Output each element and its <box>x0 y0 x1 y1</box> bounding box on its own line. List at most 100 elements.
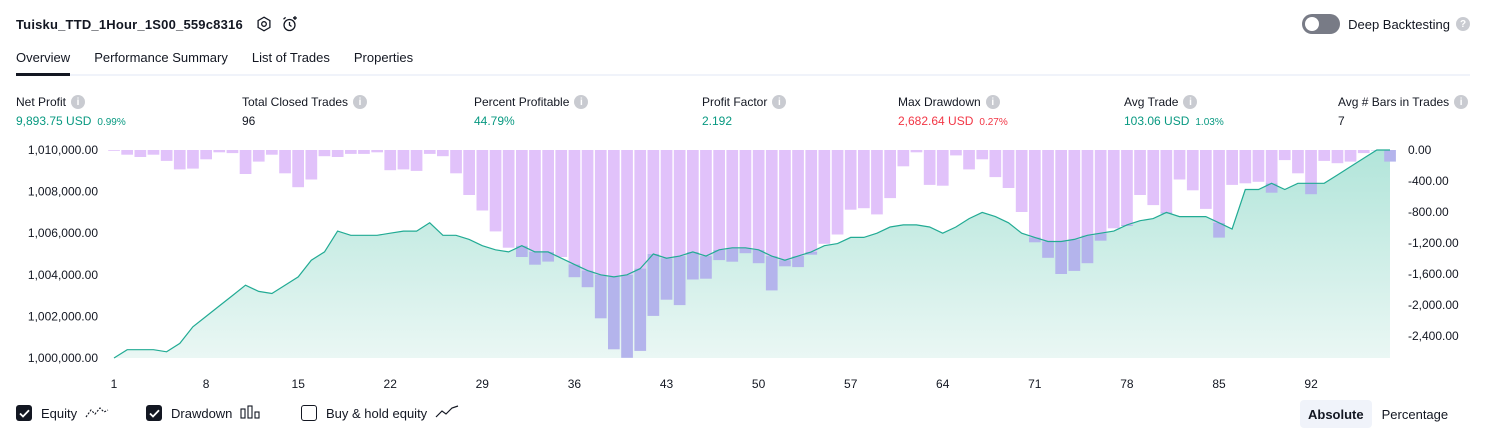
x-axis-tick: 29 <box>476 377 490 391</box>
drawdown-bar-overlap <box>1029 237 1041 243</box>
legend-drawdown[interactable]: Drawdown <box>146 402 262 424</box>
absolute-button[interactable]: Absolute <box>1300 400 1372 428</box>
drawdown-bar <box>1173 150 1186 180</box>
right-axis-tick: -1,600.00 <box>1408 267 1459 281</box>
drawdown-bar <box>318 150 331 157</box>
drawdown-bar <box>1094 150 1107 234</box>
tab-overview[interactable]: Overview <box>16 44 71 76</box>
info-icon[interactable]: i <box>985 95 1000 109</box>
drawdown-bar <box>608 150 620 277</box>
info-icon[interactable]: i <box>772 95 787 109</box>
metric-label: Total Closed Trades <box>242 95 349 109</box>
metric-percent: 1.03% <box>1195 117 1224 128</box>
scale-toggle: Absolute Percentage <box>1300 400 1456 428</box>
drawdown-bar <box>923 150 936 185</box>
x-axis-tick: 22 <box>384 377 398 391</box>
drawdown-bar <box>713 150 725 250</box>
tab-list-of-trades[interactable]: List of Trades <box>251 50 330 65</box>
drawdown-checkbox[interactable] <box>146 405 162 421</box>
legend-equity[interactable]: Equity <box>16 402 109 424</box>
drawdown-bar <box>187 150 199 169</box>
left-axis-tick: 1,000,000.00 <box>28 351 98 365</box>
drawdown-bar <box>1357 150 1370 154</box>
right-axis-tick: -400.00 <box>1408 174 1449 188</box>
x-axis-tick: 57 <box>844 377 858 391</box>
drawdown-bar <box>936 150 949 186</box>
drawdown-bar <box>1029 150 1041 238</box>
drawdown-bar <box>331 150 344 157</box>
metric-value: 9,893.75 USD <box>16 114 92 128</box>
drawdown-bar-overlap <box>1094 233 1107 241</box>
metric-percent-profitable: Percent Profitable i 44.79% <box>474 94 589 128</box>
metric-total-closed-trades: Total Closed Trades i 96 <box>242 94 368 128</box>
drawdown-bar <box>1160 150 1173 213</box>
drawdown-bar <box>437 150 449 157</box>
drawdown-bar <box>423 150 436 154</box>
drawdown-bar <box>305 150 318 180</box>
add-alert-icon[interactable] <box>279 13 301 35</box>
x-axis-tick: 43 <box>660 377 674 391</box>
drawdown-label: Drawdown <box>171 405 233 421</box>
strategy-title[interactable]: Tuisku_TTD_1Hour_1S00_559c8316 <box>16 16 243 32</box>
left-axis-tick: 1,004,000.00 <box>28 268 98 282</box>
drawdown-bar <box>1331 150 1344 164</box>
drawdown-bar <box>634 150 647 269</box>
buy-hold-line-icon <box>435 404 459 422</box>
x-axis-tick: 36 <box>568 377 582 391</box>
drawdown-bar <box>1292 150 1304 174</box>
drawdown-bar-overlap <box>647 254 660 316</box>
legend-buy-hold[interactable]: Buy & hold equity <box>301 402 459 424</box>
drawdown-bar-overlap <box>713 249 725 261</box>
drawdown-bar <box>397 150 410 170</box>
drawdown-bar <box>345 150 357 154</box>
drawdown-bar-overlap <box>779 260 791 267</box>
info-icon[interactable]: i <box>1454 95 1469 109</box>
drawdown-bar <box>581 150 594 271</box>
drawdown-bar <box>963 150 975 170</box>
equity-area <box>114 150 1390 358</box>
metric-value: 2,682.64 USD <box>898 114 974 128</box>
info-icon[interactable]: i <box>1183 95 1198 109</box>
equity-label: Equity <box>41 405 78 421</box>
drawdown-bar <box>621 150 633 275</box>
drawdown-bar <box>134 150 147 157</box>
settings-icon[interactable] <box>253 13 275 35</box>
drawdown-bar <box>108 150 120 151</box>
drawdown-bar <box>1134 150 1146 195</box>
info-icon[interactable]: i <box>353 95 368 109</box>
drawdown-bar-overlap <box>516 245 528 257</box>
drawdown-bar-overlap <box>1305 183 1317 195</box>
drawdown-bar-overlap <box>700 256 712 279</box>
info-icon[interactable]: i <box>71 95 86 109</box>
help-icon[interactable]: ? <box>1456 17 1470 31</box>
x-axis-tick: 15 <box>292 377 306 391</box>
equity-checkbox[interactable] <box>16 405 32 421</box>
drawdown-bar <box>358 150 370 154</box>
deep-backtesting-toggle[interactable] <box>1302 14 1341 34</box>
drawdown-bar <box>831 150 844 235</box>
metric-percent: 0.99% <box>97 117 126 128</box>
metric-value: 103.06 USD <box>1124 114 1190 128</box>
metric-label: Percent Profitable <box>474 95 570 109</box>
drawdown-bar <box>1186 150 1199 191</box>
buy-hold-label: Buy & hold equity <box>326 405 428 421</box>
drawdown-bar <box>1344 150 1357 162</box>
drawdown-bar <box>516 150 528 246</box>
tab-performance-summary[interactable]: Performance Summary <box>94 50 228 65</box>
drawdown-bar-overlap <box>726 247 739 262</box>
drawdown-bar-overlap <box>765 256 778 291</box>
drawdown-bar-overlap <box>1068 239 1081 271</box>
info-icon[interactable]: i <box>574 95 589 109</box>
drawdown-bar <box>594 150 607 275</box>
drawdown-bar-overlap <box>581 270 594 288</box>
drawdown-bar <box>726 150 739 248</box>
drawdown-bar <box>542 150 554 252</box>
tab-properties[interactable]: Properties <box>353 50 414 65</box>
equity-drawdown-chart[interactable]: 1,010,000.00 1,008,000.00 1,006,000.00 1,00… <box>0 140 1486 398</box>
metric-value: 7 <box>1338 114 1345 128</box>
buy-hold-checkbox[interactable] <box>301 405 317 421</box>
x-axis-tick: 92 <box>1304 377 1318 391</box>
drawdown-bar-overlap <box>805 251 818 255</box>
drawdown-bar <box>1252 150 1265 182</box>
percentage-button[interactable]: Percentage <box>1381 406 1449 422</box>
